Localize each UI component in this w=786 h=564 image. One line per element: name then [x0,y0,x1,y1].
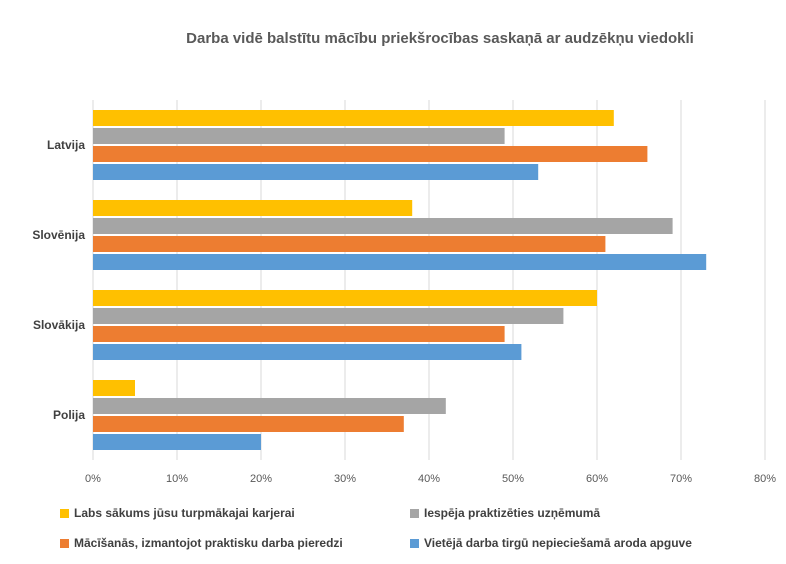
legend-item: Labs sākums jūsu turpmākajai karjerai [60,506,295,520]
legend-label: Vietējā darba tirgū nepieciešamā aroda a… [424,536,692,550]
chart-title: Darba vidē balstītu mācību priekšrocības… [186,30,694,47]
x-tick-label: 70% [670,473,692,485]
legend-swatch [410,508,419,518]
x-tick-label: 0% [85,473,101,485]
x-tick-label: 30% [334,473,356,485]
bar [93,308,564,324]
x-tick-label: 20% [250,473,272,485]
bar [93,398,446,414]
bar [93,200,413,216]
bar [93,164,539,180]
bar [93,128,505,144]
bar [93,290,597,306]
bar [93,434,261,450]
legend-label: Iespēja praktizēties uzņēmumā [424,506,601,520]
legend-item: Iespēja praktizēties uzņēmumā [410,506,600,520]
legend-swatch [60,508,69,518]
legend-label: Mācīšanās, izmantojot praktisku darba pi… [74,536,343,550]
x-tick-label: 10% [166,473,188,485]
category-label: Slovākija [33,318,85,332]
bar [93,380,135,396]
chart-legend: Labs sākums jūsu turpmākajai karjerai Ies… [60,506,760,562]
legend-swatch [410,538,419,548]
category-label: Latvija [47,138,85,152]
bar [93,110,614,126]
x-tick-label: 60% [586,473,608,485]
x-tick-label: 80% [754,473,776,485]
bar [93,416,404,432]
category-label: Polija [53,408,85,422]
bar [93,326,505,342]
bar [93,236,606,252]
x-tick-label: 40% [418,473,440,485]
category-label: Slovēnija [32,228,85,242]
bar [93,344,522,360]
legend-item: Vietējā darba tirgū nepieciešamā aroda a… [410,536,692,550]
legend-swatch [60,538,69,548]
bar [93,254,707,270]
bar [93,218,673,234]
legend-item: Mācīšanās, izmantojot praktisku darba pi… [60,536,343,550]
legend-label: Labs sākums jūsu turpmākajai karjerai [74,506,295,520]
x-tick-label: 50% [502,473,524,485]
bar [93,146,648,162]
